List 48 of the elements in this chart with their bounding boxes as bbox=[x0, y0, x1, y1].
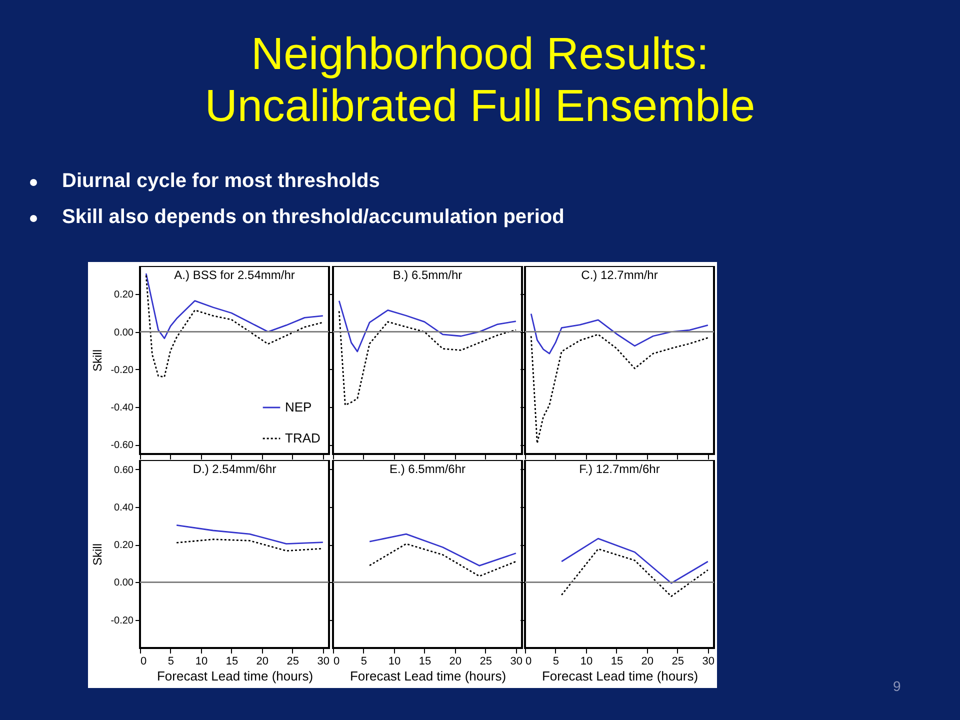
x-tick-label: 0 bbox=[334, 656, 340, 668]
y-tick-label: -0.60 bbox=[110, 440, 134, 452]
text: 9 bbox=[893, 678, 901, 694]
x-tick-label: 20 bbox=[449, 656, 462, 668]
x-tick-label: 20 bbox=[256, 656, 269, 668]
x-tick-label: 25 bbox=[672, 656, 684, 668]
x-tick-label: 10 bbox=[195, 656, 208, 668]
chart-title: D.) 2.54mm/6hr bbox=[192, 462, 276, 476]
legend-label: NEP bbox=[285, 400, 312, 414]
y-tick-label: 0.00 bbox=[114, 327, 134, 338]
x-tick-label: 30 bbox=[702, 656, 715, 668]
x-tick-label: 15 bbox=[418, 656, 432, 668]
legend-label: TRAD bbox=[285, 430, 320, 446]
y-axis-title: Skill bbox=[90, 349, 105, 372]
chart-title: B.) 6.5mm/hr bbox=[392, 268, 462, 282]
x-tick-label: 15 bbox=[226, 656, 238, 668]
chart-title: E.) 6.5mm/6hr bbox=[389, 462, 466, 476]
x-tick-label: 10 bbox=[388, 656, 401, 668]
x-tick-label: 0 bbox=[526, 656, 532, 668]
x-tick-label: 5 bbox=[168, 656, 174, 668]
x-axis-title: Forecast Lead time (hours) bbox=[350, 668, 506, 684]
chart-title: A.) BSS for 2.54mm/hr bbox=[174, 268, 295, 282]
chart-title: C.) 12.7mm/hr bbox=[581, 268, 658, 282]
y-tick-label: -0.20 bbox=[110, 364, 134, 376]
x-tick-label: 25 bbox=[286, 656, 300, 668]
x-tick-label: 5 bbox=[360, 656, 368, 668]
x-tick-label: 30 bbox=[510, 656, 523, 668]
x-tick-label: 5 bbox=[552, 656, 560, 668]
y-tick-label: 0.40 bbox=[114, 502, 134, 514]
y-tick-label: -0.20 bbox=[110, 615, 134, 626]
text: Neighborhood Results: Uncalibrated Full Ensemble bbox=[204, 28, 756, 132]
y-tick-label: 0.00 bbox=[114, 578, 134, 589]
x-tick-label: 25 bbox=[480, 656, 492, 668]
y-tick-label: 0.20 bbox=[114, 290, 134, 301]
y-tick-label: 0.60 bbox=[114, 464, 134, 476]
x-tick-label: 20 bbox=[641, 656, 654, 668]
text: Diurnal cycle for most thresholds bbox=[62, 170, 380, 192]
x-tick-label: 30 bbox=[317, 656, 330, 668]
x-tick-label: 15 bbox=[610, 656, 624, 668]
chart-title: F.) 12.7mm/6hr bbox=[579, 462, 660, 476]
x-axis-title: Forecast Lead time (hours) bbox=[542, 668, 698, 684]
y-tick-label: 0.20 bbox=[114, 540, 134, 552]
y-axis-title: Skill bbox=[90, 543, 105, 566]
text: Skill also depends on threshold/accumulation period bbox=[62, 206, 564, 228]
x-axis-title: Forecast Lead time (hours) bbox=[156, 668, 314, 684]
x-tick-label: 10 bbox=[580, 656, 593, 668]
x-tick-label: 0 bbox=[140, 656, 147, 668]
y-tick-label: -0.40 bbox=[110, 402, 134, 414]
